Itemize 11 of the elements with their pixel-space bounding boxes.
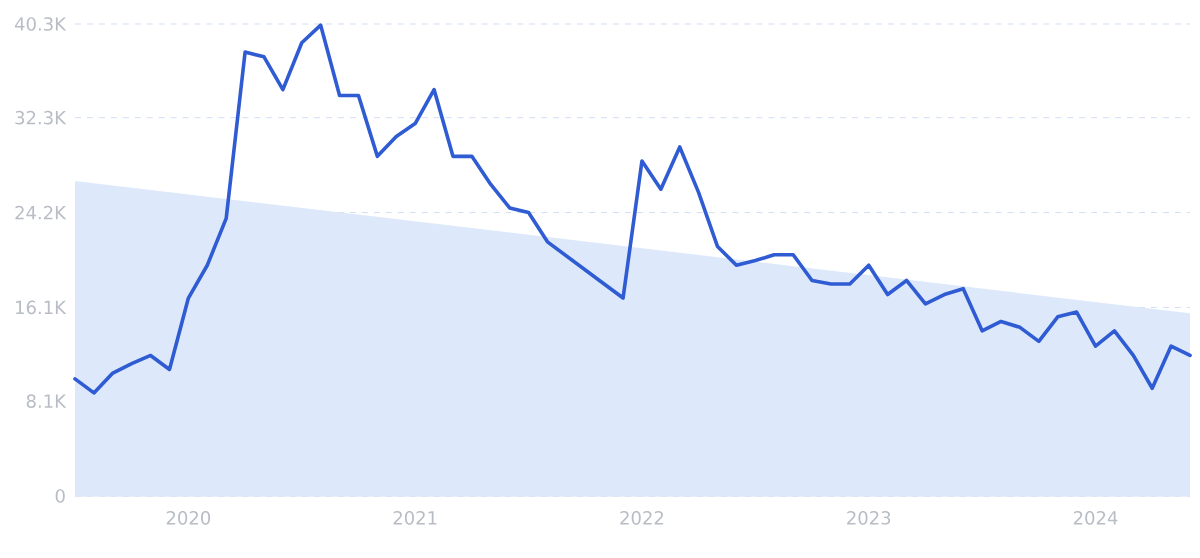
y-tick-label: 32.3K <box>15 110 67 125</box>
y-tick-label: 24.2K <box>15 205 67 220</box>
x-tick-label: 2021 <box>393 511 437 525</box>
x-tick-label: 2024 <box>1073 511 1118 525</box>
y-tick-label: 0 <box>55 489 65 503</box>
x-tick-label: 2023 <box>847 511 891 525</box>
y-tick-label: 8.1K <box>26 394 67 408</box>
y-tick-label: 40.3K <box>14 17 67 31</box>
x-tick-label: 2020 <box>166 511 211 525</box>
y-tick-label: 16.1K <box>16 300 67 315</box>
x-tick-label: 2022 <box>620 511 664 525</box>
